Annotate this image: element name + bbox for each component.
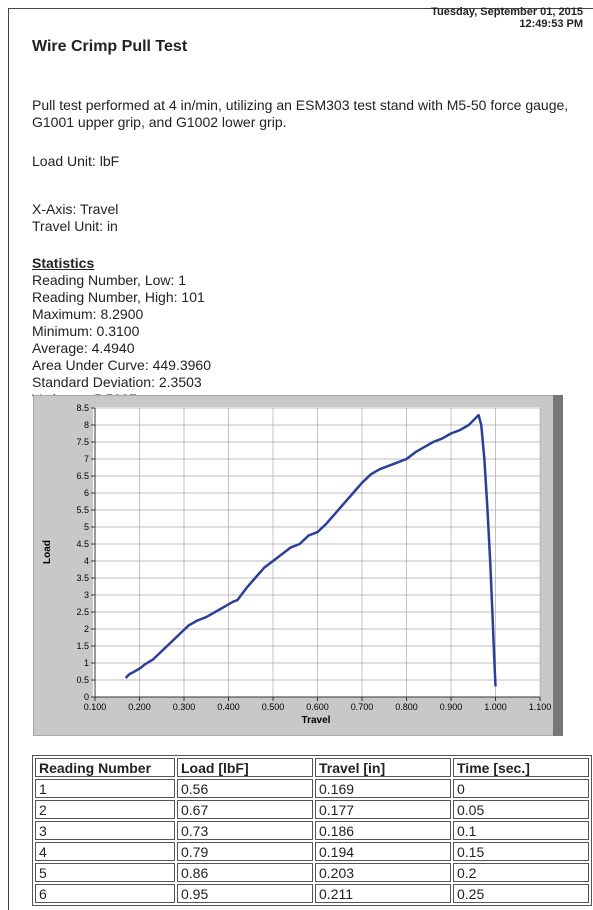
table-row: 6 0.95 0.211 0.25	[35, 884, 589, 903]
table-cell: 0.25	[453, 884, 589, 903]
table-header: Travel [in]	[315, 758, 451, 777]
y-tick-label: 6.5	[76, 471, 89, 481]
x-tick-label: 1.000	[484, 702, 507, 712]
table-cell: 0	[453, 779, 589, 798]
table-header-row: Reading Number Load [lbF] Travel [in] Time …	[35, 758, 589, 777]
y-tick-label: 3.5	[76, 573, 89, 583]
y-tick-label: 2	[84, 624, 89, 634]
statistic: Average: 4.4940	[32, 340, 135, 356]
x-axis-label: Travel	[302, 715, 331, 726]
table-cell: 0.95	[177, 884, 313, 903]
time: 12:49:53 PM	[519, 18, 583, 30]
statistic: Reading Number, High: 101	[32, 289, 205, 305]
y-tick-label: 8.5	[76, 403, 89, 413]
statistic: Maximum: 8.2900	[32, 306, 144, 322]
table-header: Reading Number	[35, 758, 175, 777]
table-cell: 0.186	[315, 821, 451, 840]
table-cell: 4	[35, 842, 175, 861]
chart: Travel Load 0 0.5 1 1.5 2 2.5 3 3.5 4 4.5 5 5.5 6 6.5…	[33, 395, 563, 736]
y-tick-label: 0	[84, 692, 89, 702]
table-cell: 2	[35, 800, 175, 819]
travel-unit: Travel Unit: in	[32, 218, 118, 234]
table-cell: 0.1	[453, 821, 589, 840]
y-tick-label: 6	[84, 488, 89, 498]
y-tick-label: 7	[84, 454, 89, 464]
y-tick-label: 1	[84, 658, 89, 668]
table-cell: 0.73	[177, 821, 313, 840]
x-tick-label: 0.100	[84, 702, 107, 712]
y-axis-label: Load	[42, 540, 53, 564]
load-unit: Load Unit: lbF	[32, 153, 120, 169]
statistics-heading: Statistics	[32, 255, 95, 271]
data-table: Reading Number Load [lbF] Travel [in] Time …	[32, 755, 592, 906]
table-header: Load [lbF]	[177, 758, 313, 777]
x-axis: X-Axis: Travel	[32, 201, 119, 217]
table-cell: 6	[35, 884, 175, 903]
x-tick-label: 0.500	[262, 702, 285, 712]
table-cell: 1	[35, 779, 175, 798]
statistic: Reading Number, Low: 1	[32, 272, 187, 288]
table-cell: 0.211	[315, 884, 451, 903]
y-tick-label: 4.5	[76, 539, 89, 549]
table-cell: 3	[35, 821, 175, 840]
x-tick-label: 0.900	[440, 702, 463, 712]
date: Tuesday, September 01, 2015	[431, 6, 583, 18]
table-cell: 0.79	[177, 842, 313, 861]
table-cell: 0.05	[453, 800, 589, 819]
table-row: 1 0.56 0.169 0	[35, 779, 589, 798]
y-tick-label: 3	[84, 590, 89, 600]
y-tick-label: 4	[84, 556, 89, 566]
table-cell: 0.56	[177, 779, 313, 798]
statistic: Area Under Curve: 449.3960	[32, 357, 211, 373]
statistic: Standard Deviation: 2.3503	[32, 374, 202, 390]
table-cell: 0.67	[177, 800, 313, 819]
statistic: Minimum: 0.3100	[32, 323, 140, 339]
x-tick-label: 0.300	[173, 702, 196, 712]
table-row: 4 0.79 0.194 0.15	[35, 842, 589, 861]
table-cell: 0.203	[315, 863, 451, 882]
statistics: Statistics Reading Number, Low: 1 Reading…	[32, 255, 584, 408]
page-frame	[8, 8, 593, 910]
y-tick-label: 0.5	[76, 675, 89, 685]
description: Pull test performed at 4 in/min, utilizi…	[32, 97, 569, 130]
table-cell: 5	[35, 863, 175, 882]
x-tick-label: 1.100	[529, 702, 552, 712]
y-tick-label: 7.5	[76, 437, 89, 447]
x-tick-label: 0.200	[128, 702, 151, 712]
y-tick-label: 2.5	[76, 607, 89, 617]
table-row: 3 0.73 0.186 0.1	[35, 821, 589, 840]
chart-edge	[553, 395, 563, 736]
y-tick-label: 5	[84, 522, 89, 532]
table-row: 5 0.86 0.203 0.2	[35, 863, 589, 882]
plot-area	[93, 407, 540, 697]
table-cell: 0.15	[453, 842, 589, 861]
table-cell: 0.169	[315, 779, 451, 798]
x-tick-label: 0.800	[395, 702, 418, 712]
table-row: 2 0.67 0.177 0.05	[35, 800, 589, 819]
y-tick-label: 5.5	[76, 505, 89, 515]
table-cell: 0.2	[453, 863, 589, 882]
y-tick-label: 1.5	[76, 641, 89, 651]
x-tick-label: 0.400	[217, 702, 240, 712]
table-cell: 0.194	[315, 842, 451, 861]
table-cell: 0.177	[315, 800, 451, 819]
title: Wire Crimp Pull Test	[32, 38, 188, 55]
y-tick-label: 8	[84, 420, 89, 430]
table-header: Time [sec.]	[453, 758, 589, 777]
x-tick-label: 0.600	[306, 702, 329, 712]
x-tick-label: 0.700	[351, 702, 374, 712]
table-cell: 0.86	[177, 863, 313, 882]
data-line	[124, 413, 497, 687]
